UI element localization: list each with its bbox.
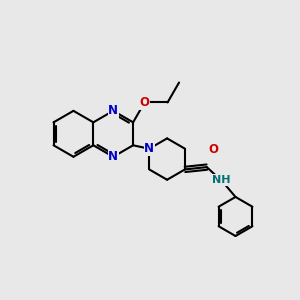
Text: O: O [140, 96, 150, 109]
Text: O: O [208, 143, 218, 156]
Text: N: N [144, 142, 154, 155]
Text: N: N [108, 104, 118, 117]
Text: N: N [108, 150, 118, 163]
Text: N: N [144, 142, 154, 155]
Text: NH: NH [212, 175, 231, 185]
